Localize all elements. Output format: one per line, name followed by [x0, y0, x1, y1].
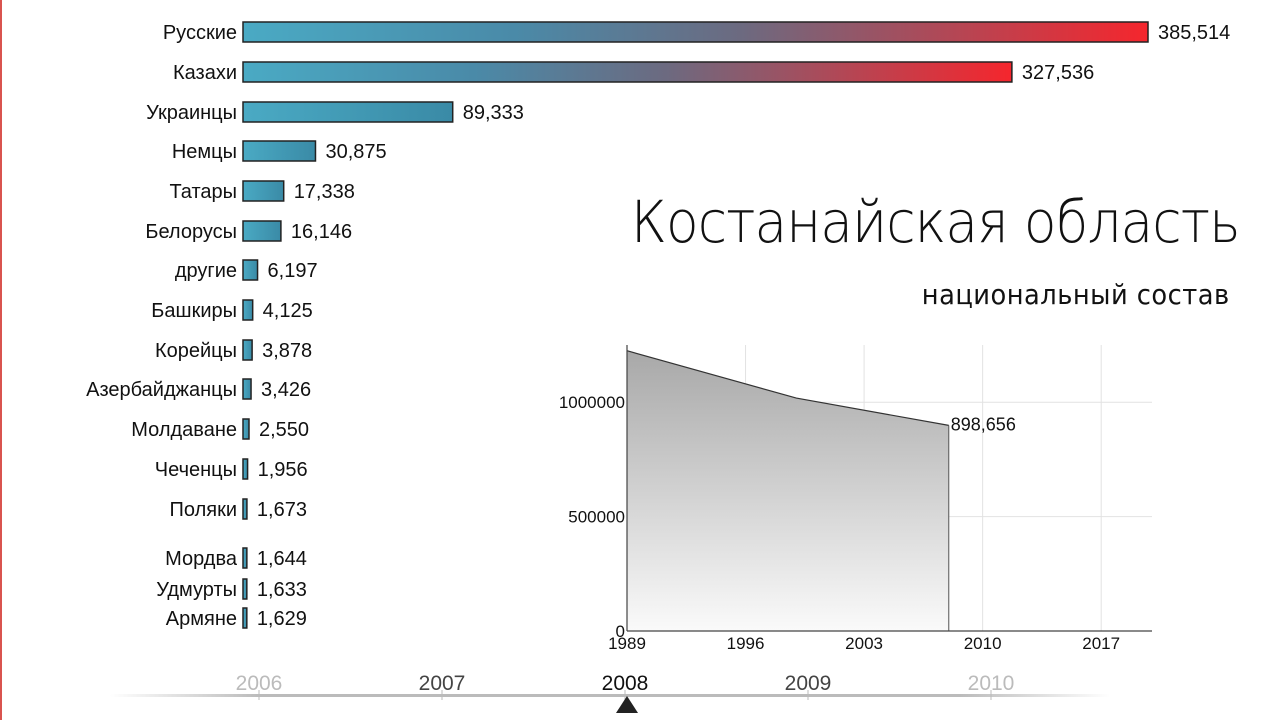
chart-subtitle: национальный состав: [922, 278, 1230, 311]
x-tick-label: 1989: [608, 634, 646, 653]
bar: [242, 378, 252, 400]
category-label: Татары: [169, 181, 237, 203]
category-label: Мордва: [165, 548, 238, 570]
value-label: 3,878: [262, 340, 312, 362]
bar: [242, 418, 250, 440]
category-label: Поляки: [170, 499, 237, 521]
x-tick-label: 2003: [845, 634, 883, 653]
bar: [242, 498, 248, 520]
area-line: [626, 350, 949, 426]
value-label: 1,633: [257, 579, 307, 601]
category-label: Молдаване: [131, 419, 237, 441]
category-label: Армяне: [166, 608, 237, 630]
bar: [242, 607, 248, 629]
bar: [242, 547, 248, 569]
category-label: Удмурты: [156, 579, 237, 601]
bar: [242, 299, 254, 321]
bar: [242, 140, 317, 162]
category-label: Украинцы: [146, 102, 237, 124]
timeline-track: [110, 694, 1110, 697]
category-label: Русские: [163, 22, 237, 44]
value-label: 3,426: [261, 379, 311, 401]
timeline-year[interactable]: 2008: [602, 672, 649, 695]
category-label: Белорусы: [145, 221, 237, 243]
y-tick-label: 500000: [568, 508, 625, 527]
category-label: Башкиры: [151, 300, 237, 322]
left-edge-line: [0, 0, 2, 720]
category-label: Корейцы: [155, 340, 237, 362]
value-label: 4,125: [263, 300, 313, 322]
timeline-marker[interactable]: [616, 696, 638, 713]
value-label: 17,338: [294, 181, 355, 203]
bar: [242, 21, 1149, 43]
chart-title: Костанайская область: [631, 188, 1241, 256]
bar: [242, 578, 248, 600]
value-label: 1,644: [257, 548, 307, 570]
value-label: 327,536: [1022, 62, 1094, 84]
category-label: Чеченцы: [155, 459, 237, 481]
category-label: другие: [175, 260, 237, 282]
x-tick-label: 2010: [964, 634, 1002, 653]
y-tick-label: 0: [616, 622, 625, 641]
timeline-year[interactable]: 2007: [419, 672, 466, 695]
bar: [242, 259, 259, 281]
value-label: 30,875: [325, 141, 386, 163]
value-label: 385,514: [1158, 22, 1230, 44]
y-tick-label: 1000000: [559, 393, 625, 412]
category-label: Казахи: [173, 62, 237, 84]
bar: [242, 339, 253, 361]
x-tick-label: 1996: [727, 634, 765, 653]
x-tick-label: 2017: [1082, 634, 1120, 653]
category-label: Немцы: [172, 141, 237, 163]
timeline-year[interactable]: 2009: [785, 672, 832, 695]
bar: [242, 101, 454, 123]
value-label: 2,550: [259, 419, 309, 441]
timeline-year[interactable]: 2006: [236, 672, 283, 695]
value-label: 89,333: [463, 102, 524, 124]
bar: [242, 61, 1013, 83]
area-fill: [627, 350, 949, 631]
value-label: 1,956: [258, 459, 308, 481]
value-label: 1,629: [257, 608, 307, 630]
timeline-year[interactable]: 2010: [968, 672, 1015, 695]
category-label: Азербайджанцы: [86, 379, 237, 401]
value-label: 1,673: [257, 499, 307, 521]
bar: [242, 458, 249, 480]
bar: [242, 220, 282, 242]
bar: [242, 180, 285, 202]
value-label: 6,197: [268, 260, 318, 282]
value-label: 16,146: [291, 221, 352, 243]
area-end-label: 898,656: [951, 414, 1016, 434]
